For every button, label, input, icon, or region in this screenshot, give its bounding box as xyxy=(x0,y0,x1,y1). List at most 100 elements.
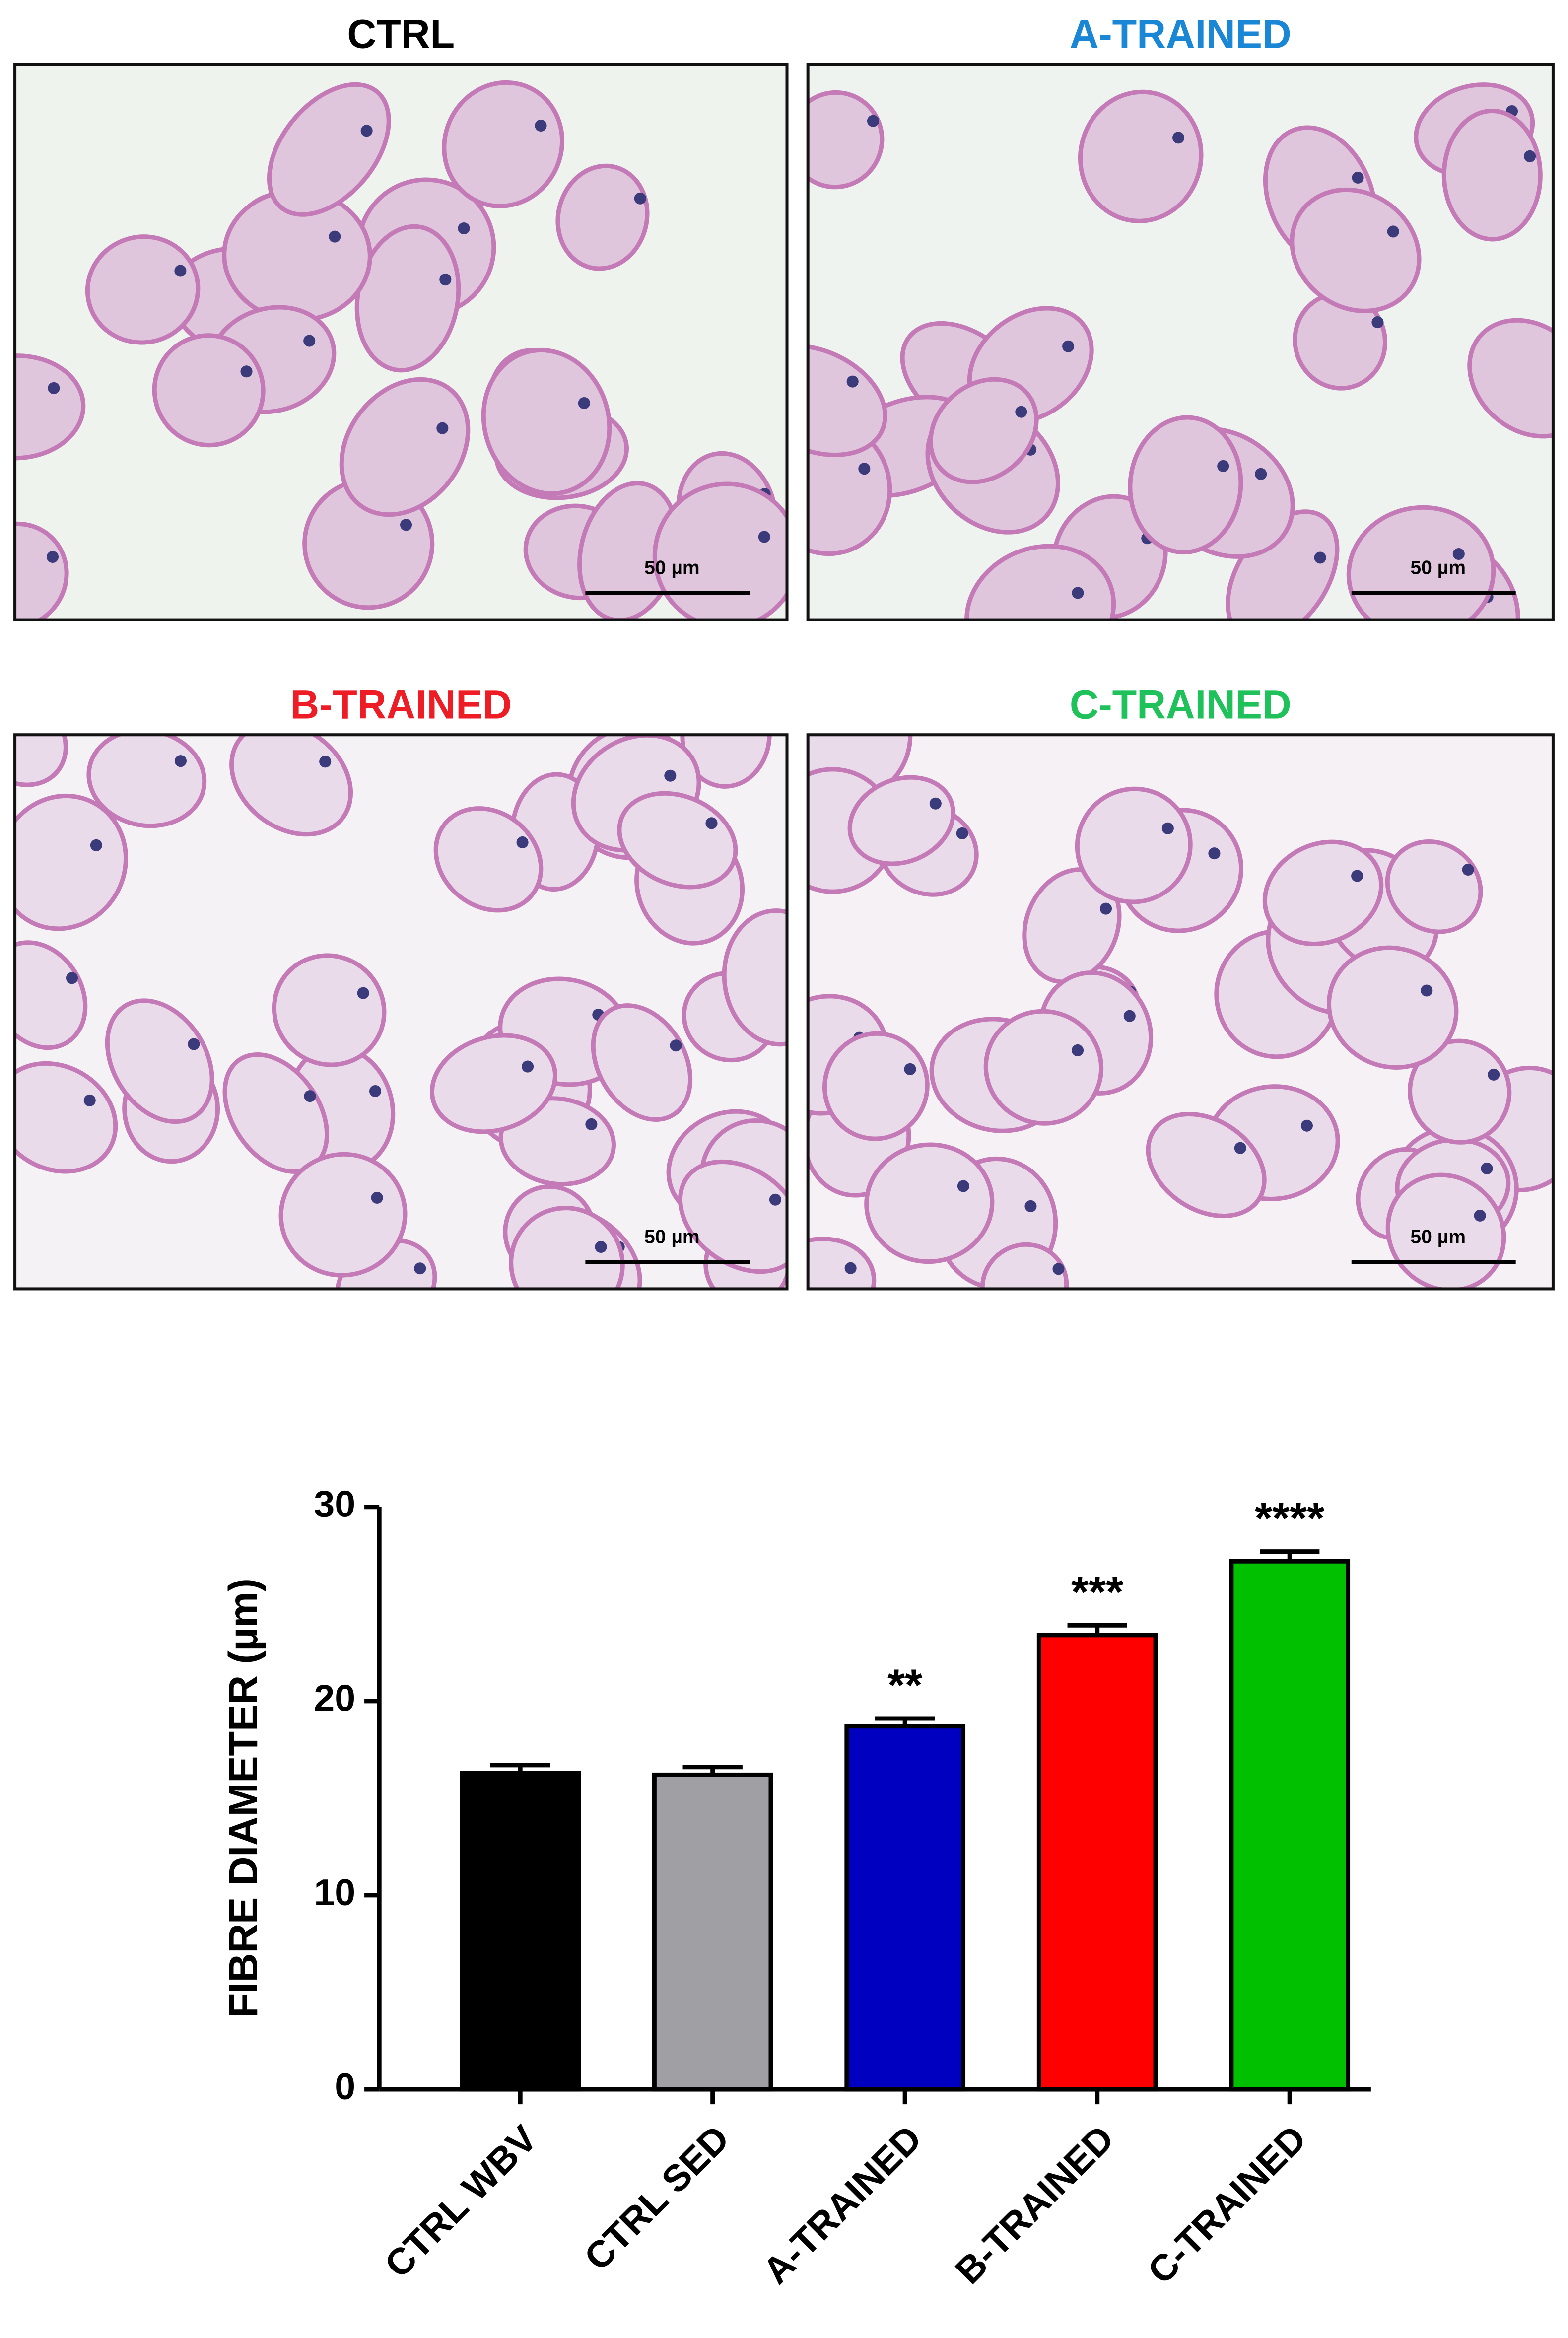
nucleus xyxy=(1524,150,1536,162)
nucleus xyxy=(1052,1263,1065,1275)
fibre xyxy=(1467,318,1553,439)
nucleus xyxy=(1462,863,1474,876)
fibre xyxy=(15,735,68,787)
y-axis-label: FIBRE DIAMETER (µm) xyxy=(221,1578,266,2018)
bar xyxy=(652,1772,773,2092)
significance-label: *** xyxy=(1071,1567,1124,1617)
nucleus xyxy=(1421,984,1433,997)
fibre xyxy=(722,908,787,1047)
bar xyxy=(844,1724,966,2092)
nucleus xyxy=(1208,847,1221,860)
nucleus xyxy=(578,397,590,410)
x-tick-label: CTRL SED xyxy=(576,2117,737,2278)
nucleus xyxy=(1072,587,1084,599)
panel-frame xyxy=(806,63,1555,621)
nucleus xyxy=(1562,353,1568,365)
nucleus xyxy=(1234,1142,1246,1154)
significance-label: ** xyxy=(887,1660,923,1711)
fibre xyxy=(980,1242,1069,1289)
nucleus xyxy=(371,1191,383,1204)
fibre xyxy=(1346,505,1496,620)
fibre xyxy=(1128,415,1243,555)
x-tick-label: C-TRAINED xyxy=(1140,2117,1314,2292)
nucleus xyxy=(240,365,253,378)
nucleus xyxy=(46,550,59,563)
nucleus xyxy=(867,115,880,127)
bar xyxy=(1036,1633,1158,2092)
fibre xyxy=(1385,839,1483,934)
nucleus xyxy=(1024,1200,1037,1212)
fibre xyxy=(808,90,885,190)
nucleus xyxy=(174,755,187,767)
fibre xyxy=(15,793,129,931)
nucleus xyxy=(369,1085,382,1098)
fibre xyxy=(847,775,955,866)
fibre xyxy=(1078,89,1204,223)
nucleus xyxy=(664,769,677,782)
nucleus xyxy=(1161,822,1174,834)
nucleus xyxy=(1553,1106,1565,1118)
fibre xyxy=(983,1009,1104,1126)
y-tick-label: 10 xyxy=(314,1871,355,1913)
micrograph xyxy=(808,713,1565,1289)
micrograph xyxy=(15,64,787,620)
panel-title: C-TRAINED xyxy=(1070,683,1292,728)
fibre xyxy=(864,1142,995,1264)
micrograph xyxy=(15,735,787,1289)
nucleus xyxy=(846,375,859,388)
nucleus xyxy=(1123,1010,1136,1022)
nucleus xyxy=(329,230,341,243)
nucleus xyxy=(904,1063,916,1075)
scale-bar-label: 50 µm xyxy=(1410,1226,1466,1247)
fibre xyxy=(339,377,471,517)
nucleus xyxy=(1062,340,1075,352)
nucleus xyxy=(436,422,449,434)
y-tick-label: 20 xyxy=(314,1677,355,1719)
nucleus xyxy=(83,1094,96,1106)
nucleus xyxy=(1474,1209,1486,1222)
nucleus xyxy=(957,1180,969,1192)
nucleus xyxy=(634,192,646,205)
nucleus xyxy=(360,125,373,137)
panel-title: A-TRAINED xyxy=(1070,12,1292,57)
nucleus xyxy=(769,1193,781,1206)
nucleus xyxy=(1351,870,1363,882)
nucleus xyxy=(522,1060,534,1073)
nucleus xyxy=(929,797,942,810)
nucleus xyxy=(1099,902,1112,915)
nucleus xyxy=(535,119,547,132)
fibre xyxy=(15,1061,118,1174)
significance-label: **** xyxy=(1255,1493,1325,1543)
nucleus xyxy=(90,839,102,851)
fibre xyxy=(964,544,1116,620)
nucleus xyxy=(844,1262,857,1274)
fibre xyxy=(267,82,391,217)
nucleus xyxy=(875,713,887,725)
nucleus xyxy=(1217,460,1229,472)
fibre xyxy=(429,1033,558,1134)
nucleus xyxy=(705,817,718,829)
nucleus xyxy=(304,1090,316,1102)
fibre xyxy=(86,735,207,828)
fibre xyxy=(272,953,387,1067)
fibre xyxy=(678,1159,787,1274)
fibre xyxy=(928,377,1039,484)
x-tick-label: A-TRAINED xyxy=(755,2117,930,2292)
nucleus xyxy=(1387,225,1399,238)
nucleus xyxy=(858,463,871,475)
y-tick-label: 0 xyxy=(335,2065,355,2107)
panel-frame xyxy=(13,733,789,1291)
x-tick-label: B-TRAINED xyxy=(947,2117,1122,2292)
fibre xyxy=(617,791,738,890)
nucleus xyxy=(174,265,187,277)
fibre xyxy=(152,333,266,448)
nucleus xyxy=(516,836,529,849)
nucleus xyxy=(1255,468,1267,480)
nucleus xyxy=(670,1039,682,1052)
nucleus xyxy=(439,274,452,286)
nucleus xyxy=(1072,1044,1084,1056)
nucleus xyxy=(1481,1162,1493,1174)
fibre xyxy=(105,998,214,1124)
